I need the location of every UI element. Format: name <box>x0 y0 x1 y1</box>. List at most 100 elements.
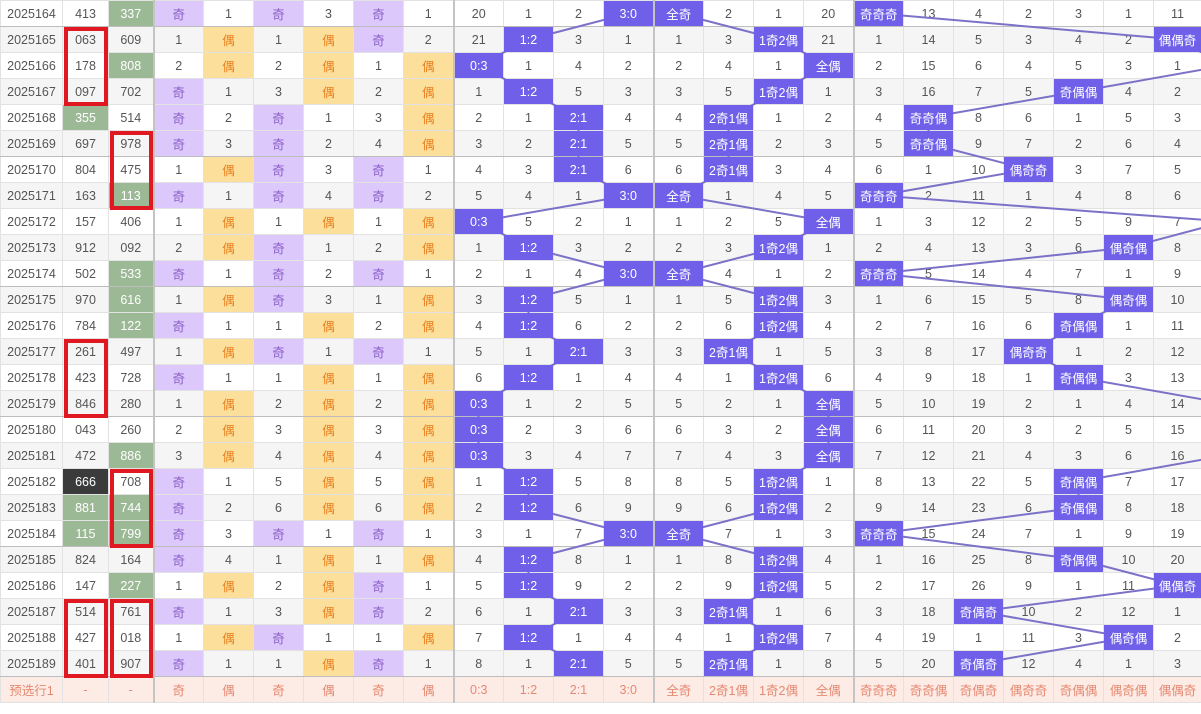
pattern-cell: 6 <box>1153 182 1201 209</box>
pos-stat-cell: 2 <box>253 572 304 599</box>
table-row: 2025166 178 808 2 偶 2 偶 1 偶 0:3 1 4 2 2 4 1 全偶 2 15 6 4 5 3 1 <box>0 52 1201 79</box>
pattern-cell: 3 <box>1053 0 1104 27</box>
ratio-cell-highlighted: 0:3 <box>452 52 504 79</box>
pos-stat-cell: 2 <box>152 52 204 79</box>
pattern-cell: 13 <box>953 234 1004 261</box>
preselect-option-pattern[interactable]: 偶偶奇 <box>1153 676 1201 703</box>
preselect-option-pos-stat[interactable]: 偶 <box>203 676 254 703</box>
pattern-cell-highlighted: 偶奇奇 <box>1003 156 1054 183</box>
pos-stat-cell: 奇 <box>152 182 204 209</box>
draw-number-2: 113 <box>108 182 154 209</box>
preselect-option-ratio[interactable]: 1:2 <box>503 676 554 703</box>
type-cell: 4 <box>803 546 854 573</box>
pos-stat-cell: 1 <box>203 598 254 625</box>
pattern-cell: 1 <box>1103 650 1154 677</box>
pos-stat-cell: 偶 <box>203 286 254 313</box>
pos-stat-cell: 奇 <box>152 260 204 287</box>
type-cell: 3 <box>753 442 804 469</box>
pattern-cell: 18 <box>1153 494 1201 521</box>
ratio-cell: 4 <box>553 260 604 287</box>
ratio-cell: 8 <box>553 546 604 573</box>
pattern-cell: 6 <box>903 286 954 313</box>
preselect-option-pattern[interactable]: 奇奇偶 <box>903 676 954 703</box>
ratio-cell: 3 <box>503 442 554 469</box>
type-cell: 1 <box>652 208 704 235</box>
ratio-cell-highlighted: 0:3 <box>452 208 504 235</box>
period-cell: 2025174 <box>0 260 63 287</box>
preselect-option-ratio[interactable]: 2:1 <box>553 676 604 703</box>
pos-stat-cell: 2 <box>203 494 254 521</box>
pattern-cell: 1 <box>1103 312 1154 339</box>
draw-number-2: 799 <box>108 520 154 547</box>
pattern-cell: 1 <box>1103 260 1154 287</box>
pattern-cell: 4 <box>1053 650 1104 677</box>
pos-stat-cell: 偶 <box>203 390 254 417</box>
draw-number-1: 502 <box>62 260 109 287</box>
ratio-cell: 1 <box>452 468 504 495</box>
preselect-option-type[interactable]: 全偶 <box>803 676 854 703</box>
table-row: 2025185 824 164 奇 4 1 偶 1 偶 4 1:2 8 1 1 8 1奇2偶 4 1 16 25 8 奇偶… <box>0 546 1201 573</box>
ratio-cell-highlighted: 2:1 <box>553 598 604 625</box>
pattern-cell-highlighted: 奇偶偶 <box>1053 468 1104 495</box>
type-cell: 4 <box>652 104 704 131</box>
type-cell: 1 <box>753 260 804 287</box>
preselect-option-pos-stat[interactable]: 奇 <box>353 676 404 703</box>
preselect-option-ratio[interactable]: 0:3 <box>452 676 504 703</box>
preselect-option-pattern[interactable]: 奇奇奇 <box>852 676 904 703</box>
pattern-cell: 7 <box>1153 208 1201 235</box>
preselect-option-pos-stat[interactable]: 偶 <box>303 676 354 703</box>
ratio-cell: 2 <box>603 52 654 79</box>
pos-stat-cell: 奇 <box>152 598 204 625</box>
pattern-cell: 20 <box>903 650 954 677</box>
preselect-option-pos-stat[interactable]: 奇 <box>253 676 304 703</box>
ratio-cell-highlighted: 3:0 <box>603 260 654 287</box>
pos-stat-cell: 偶 <box>203 156 254 183</box>
preselect-option-pattern[interactable]: 奇偶奇 <box>953 676 1004 703</box>
pattern-cell: 7 <box>1053 260 1104 287</box>
type-cell-highlighted: 1奇2偶 <box>753 624 804 651</box>
preselect-option-pattern[interactable]: 偶奇奇 <box>1003 676 1054 703</box>
pattern-cell: 2 <box>852 52 904 79</box>
pos-stat-cell: 1 <box>152 390 204 417</box>
ratio-cell: 4 <box>603 364 654 391</box>
pos-stat-cell: 奇 <box>353 598 404 625</box>
preselect-option-pattern[interactable]: 奇偶偶 <box>1053 676 1104 703</box>
ratio-cell: 4 <box>553 442 604 469</box>
pos-stat-cell: 偶 <box>403 364 454 391</box>
preselect-number-1: - <box>62 676 109 703</box>
draw-number-1: 147 <box>62 572 109 599</box>
draw-number-1: 097 <box>62 78 109 105</box>
pattern-cell: 1 <box>1153 598 1201 625</box>
preselect-option-type[interactable]: 1奇2偶 <box>753 676 804 703</box>
pattern-cell-highlighted: 奇奇奇 <box>852 520 904 547</box>
draw-number-2: 978 <box>108 130 154 157</box>
pattern-cell-highlighted: 奇奇奇 <box>852 260 904 287</box>
pattern-cell: 6 <box>1103 130 1154 157</box>
preselect-option-pos-stat[interactable]: 偶 <box>403 676 454 703</box>
pattern-cell: 8 <box>1103 494 1154 521</box>
table-row: 2025168 355 514 奇 2 奇 1 3 偶 2 1 2:1 4 4 2奇1偶 1 2 4 奇奇偶 8 6 1 5… <box>0 104 1201 131</box>
type-cell: 5 <box>803 182 854 209</box>
preselect-option-ratio[interactable]: 3:0 <box>603 676 654 703</box>
type-cell: 2 <box>703 390 754 417</box>
pattern-cell: 4 <box>903 234 954 261</box>
table-row: 2025165 063 609 1 偶 1 偶奇 2 21 1:2 3 1 1 3 1奇2偶 21 1 14 5 3 4… <box>0 26 1201 53</box>
pattern-cell: 12 <box>1153 338 1201 365</box>
type-cell: 9 <box>652 494 704 521</box>
pattern-cell: 22 <box>953 468 1004 495</box>
pos-stat-cell: 奇 <box>353 260 404 287</box>
preselect-option-type[interactable]: 2奇1偶 <box>703 676 754 703</box>
ratio-cell-highlighted: 2:1 <box>553 130 604 157</box>
pos-stat-cell: 2 <box>253 52 304 79</box>
preselect-option-pattern[interactable]: 偶奇偶 <box>1103 676 1154 703</box>
preselect-option-pos-stat[interactable]: 奇 <box>152 676 204 703</box>
ratio-cell-highlighted: 1:2 <box>503 572 554 599</box>
pos-stat-cell: 偶 <box>403 494 454 521</box>
pattern-cell: 12 <box>903 442 954 469</box>
preselect-option-type[interactable]: 全奇 <box>652 676 704 703</box>
type-cell: 2 <box>652 52 704 79</box>
pattern-cell: 3 <box>1003 26 1054 53</box>
ratio-cell-highlighted: 2:1 <box>553 338 604 365</box>
table-row: 2025189 401 907 奇 1 1 偶奇 1 8 1 2:1 5 5 2奇1偶 1 8 5 20 奇偶奇 12… <box>0 650 1201 677</box>
